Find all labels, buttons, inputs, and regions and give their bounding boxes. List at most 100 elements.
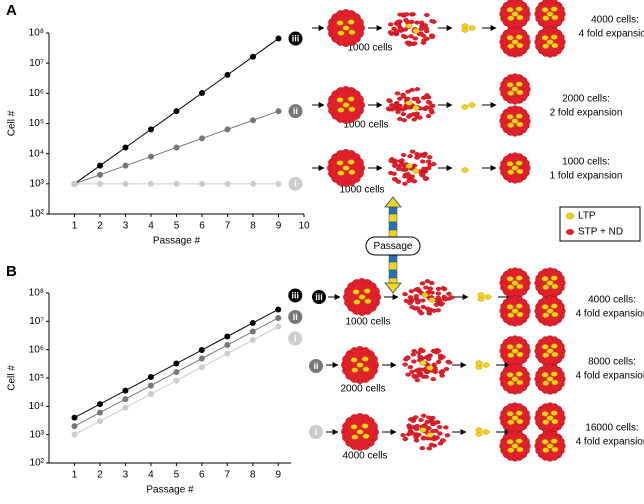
stp-cell <box>385 106 392 111</box>
stp-cell <box>426 446 433 451</box>
ltp-cell <box>336 20 344 26</box>
ltp-cell <box>516 42 524 49</box>
sphere <box>499 152 531 184</box>
stp-cell <box>397 12 403 17</box>
stp-cell <box>433 428 439 433</box>
ltp-cell <box>542 447 550 453</box>
data-point <box>275 306 282 313</box>
ltp-cell <box>516 379 524 386</box>
stp-cell <box>417 115 423 120</box>
x-tick-label: 9 <box>275 470 281 481</box>
series-badge <box>288 31 303 46</box>
stp-cell <box>419 281 426 286</box>
passage-box <box>365 236 421 256</box>
stp-cell <box>421 153 427 159</box>
output-label: 2000 cells: <box>562 94 610 105</box>
stp-cell <box>416 153 423 158</box>
stp-cell <box>403 12 410 17</box>
data-point <box>97 162 103 169</box>
stp-cell <box>446 360 453 365</box>
stp-cell <box>423 95 429 100</box>
ltp-cell <box>541 411 549 417</box>
ltp-cell <box>516 89 524 96</box>
row-marker-label: i <box>315 427 318 437</box>
ltp-cell <box>506 304 514 310</box>
data-point <box>173 360 180 367</box>
data-point <box>199 90 205 97</box>
ltp-cell <box>362 366 370 372</box>
stp-cell <box>423 374 429 379</box>
legend-swatch <box>565 212 575 220</box>
row-marker-label: ii <box>313 361 318 371</box>
stp-cell <box>435 295 441 300</box>
input-label: 1000 cells <box>343 120 388 131</box>
ltp-cell <box>353 299 361 305</box>
sphere <box>534 430 566 462</box>
ltp-cell <box>348 169 356 175</box>
stp-cell <box>418 26 425 32</box>
ltp-cell <box>511 86 519 92</box>
passage-label: Passage <box>374 241 413 252</box>
stp-cell <box>414 378 421 383</box>
stp-cell <box>419 446 426 451</box>
series-badge <box>288 176 303 191</box>
data-point <box>173 108 180 115</box>
ltp-cell <box>363 288 371 294</box>
passage-stripe <box>388 213 398 223</box>
ltp-cell <box>551 283 559 290</box>
ltp-cell <box>542 43 550 49</box>
x-axis-label: Passage # <box>146 485 194 496</box>
ltp-cell <box>516 168 524 175</box>
x-tick-label: 7 <box>225 221 231 232</box>
ltp-cell <box>506 439 514 445</box>
x-tick-label: 10 <box>298 221 310 232</box>
stp-cell <box>412 415 419 420</box>
stp-cell <box>408 12 415 17</box>
sphere <box>534 0 566 30</box>
data-point <box>71 180 78 187</box>
ltp-cell <box>347 159 355 165</box>
ltp-cell <box>511 11 519 17</box>
ltp-cell <box>506 372 514 378</box>
stp-cell <box>441 287 448 292</box>
ltp-cell <box>426 365 434 371</box>
stp-cell <box>435 360 442 365</box>
stp-cell <box>395 19 401 24</box>
ltp-cell <box>342 102 350 108</box>
ltp-cell <box>550 6 558 12</box>
stp-cell <box>436 425 443 430</box>
sphere <box>499 430 531 462</box>
dissociated <box>385 87 436 123</box>
ltp-cell <box>342 25 350 31</box>
passage-stripe <box>388 221 398 231</box>
x-tick-label: 9 <box>276 221 282 232</box>
stp-cell <box>425 357 432 362</box>
stp-cell <box>403 18 409 23</box>
stp-cell <box>429 290 435 295</box>
stp-cell <box>411 117 417 122</box>
ltp-cell <box>347 96 355 102</box>
stp-cell <box>411 348 417 354</box>
stp-cell <box>402 35 409 40</box>
ltp-cell <box>475 360 483 366</box>
series-label: iii <box>292 33 300 43</box>
ltp-cell <box>507 419 515 425</box>
stp-cell <box>415 99 422 104</box>
stp-cell <box>414 423 421 429</box>
sphere <box>343 278 381 316</box>
row-marker-label: iii <box>315 292 323 302</box>
ltp-cell <box>475 427 483 433</box>
data-point <box>147 374 154 381</box>
stp-cell <box>423 105 430 110</box>
stp-cell <box>409 149 416 154</box>
stp-cell <box>423 26 430 31</box>
ltp-cell <box>551 351 559 358</box>
ltp-cell <box>516 283 524 290</box>
ltp-cell <box>356 362 364 368</box>
ltp-cell <box>516 311 524 318</box>
ltp-cell <box>541 276 549 282</box>
stp-cell <box>395 179 402 184</box>
stp-cell <box>409 369 415 374</box>
ltp-cell <box>546 308 554 314</box>
sphere <box>499 105 531 137</box>
